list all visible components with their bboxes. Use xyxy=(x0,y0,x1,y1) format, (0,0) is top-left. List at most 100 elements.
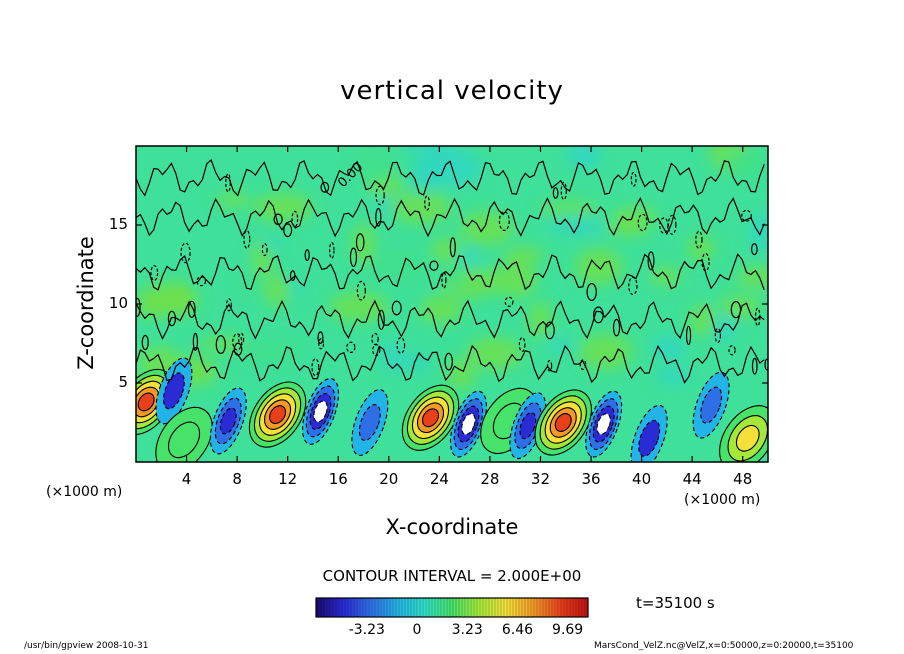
convection-cell xyxy=(248,381,307,448)
small-contour xyxy=(504,296,514,307)
x-tick-label: 24 xyxy=(429,470,449,488)
small-contour xyxy=(593,306,604,324)
y-tick-label: 15 xyxy=(108,215,128,233)
cell-contour xyxy=(554,413,572,432)
plot-area xyxy=(136,146,768,462)
cell-contour xyxy=(313,400,328,423)
small-contour xyxy=(141,334,149,351)
time-label: t=35100 s xyxy=(636,594,715,612)
small-contour xyxy=(304,249,310,262)
x-tick-label: 28 xyxy=(480,470,500,488)
field-patch xyxy=(538,202,601,215)
cell-contour xyxy=(461,413,476,436)
field-patch xyxy=(493,260,538,298)
small-contour xyxy=(289,270,296,281)
small-contour xyxy=(612,318,621,337)
small-contour xyxy=(329,242,335,259)
small-contour xyxy=(375,207,382,227)
colorbar xyxy=(316,598,588,617)
small-contour xyxy=(320,181,330,193)
small-contour xyxy=(695,230,703,249)
field-patch xyxy=(215,192,251,207)
convection-cell xyxy=(449,390,487,458)
convection-cell xyxy=(302,378,340,445)
small-contour xyxy=(391,300,402,316)
field-patch xyxy=(380,340,402,374)
convection-cell xyxy=(585,390,623,458)
small-contour xyxy=(346,341,356,353)
small-contour xyxy=(215,335,226,355)
field-patch xyxy=(566,146,602,169)
small-contour xyxy=(243,230,251,249)
small-contour xyxy=(377,309,385,330)
small-contour xyxy=(180,242,191,264)
convection-cell xyxy=(155,357,193,425)
field-patch xyxy=(528,301,552,338)
field-patch xyxy=(578,333,633,370)
field-patch xyxy=(460,211,514,246)
small-contour xyxy=(647,251,655,271)
small-contour xyxy=(311,358,320,377)
field-patch xyxy=(546,338,575,353)
cell-contour xyxy=(596,413,611,436)
small-contour xyxy=(375,185,385,206)
small-contour xyxy=(187,300,196,318)
small-contour xyxy=(751,243,758,256)
convection-cell xyxy=(534,389,592,456)
cell-contour xyxy=(162,372,185,410)
small-contour xyxy=(226,298,232,312)
cell-contour xyxy=(269,405,287,425)
x-tick-label: 44 xyxy=(682,470,702,488)
field-patch xyxy=(723,149,768,178)
small-contour xyxy=(544,321,555,340)
field-patch xyxy=(689,304,716,337)
field-patch xyxy=(406,146,456,157)
field-patch xyxy=(504,246,545,264)
x-tick-label: 8 xyxy=(232,470,242,488)
cell-contour xyxy=(700,386,723,424)
small-contour xyxy=(424,195,430,211)
field-patch xyxy=(656,366,692,386)
small-contour xyxy=(150,265,159,281)
field-patch xyxy=(575,247,623,285)
small-contour xyxy=(349,247,358,268)
x-tick-label: 32 xyxy=(530,470,551,488)
cell-contour xyxy=(421,408,440,428)
x-tick-label: 36 xyxy=(581,470,601,488)
small-contour xyxy=(498,211,510,231)
small-contour xyxy=(730,301,742,319)
field-patch xyxy=(687,235,715,262)
cell-contour xyxy=(735,424,760,452)
small-contour xyxy=(586,283,597,301)
convection-cell xyxy=(719,405,768,462)
field-patch xyxy=(716,285,755,300)
cell-contour xyxy=(638,419,661,457)
cell-contour xyxy=(219,407,237,435)
y-tick-label: 5 xyxy=(118,373,128,391)
colorbar-tick-label: 9.69 xyxy=(552,622,584,638)
contour-line xyxy=(136,253,765,291)
field-patch xyxy=(237,341,301,362)
small-contour xyxy=(261,243,268,257)
small-contour xyxy=(356,280,366,301)
field-patch xyxy=(419,149,483,187)
small-contour xyxy=(628,276,638,296)
small-contour xyxy=(685,325,692,346)
small-contour xyxy=(449,237,456,258)
small-contour xyxy=(444,352,453,371)
field-patch xyxy=(260,238,285,251)
small-contour xyxy=(764,358,768,371)
small-contour xyxy=(754,307,761,327)
x-tick-label: 48 xyxy=(733,470,753,488)
small-contour xyxy=(317,331,324,345)
x-unit-label-right: (×1000 m) xyxy=(684,492,761,508)
field-patch xyxy=(368,251,429,279)
small-contour xyxy=(136,297,141,317)
field-patch xyxy=(652,335,686,362)
x-tick-label: 40 xyxy=(632,470,652,488)
small-contour xyxy=(579,359,587,370)
small-contour xyxy=(273,213,283,226)
colorbar-tick-label: 3.23 xyxy=(451,622,483,638)
x-tick-label: 4 xyxy=(181,470,192,488)
